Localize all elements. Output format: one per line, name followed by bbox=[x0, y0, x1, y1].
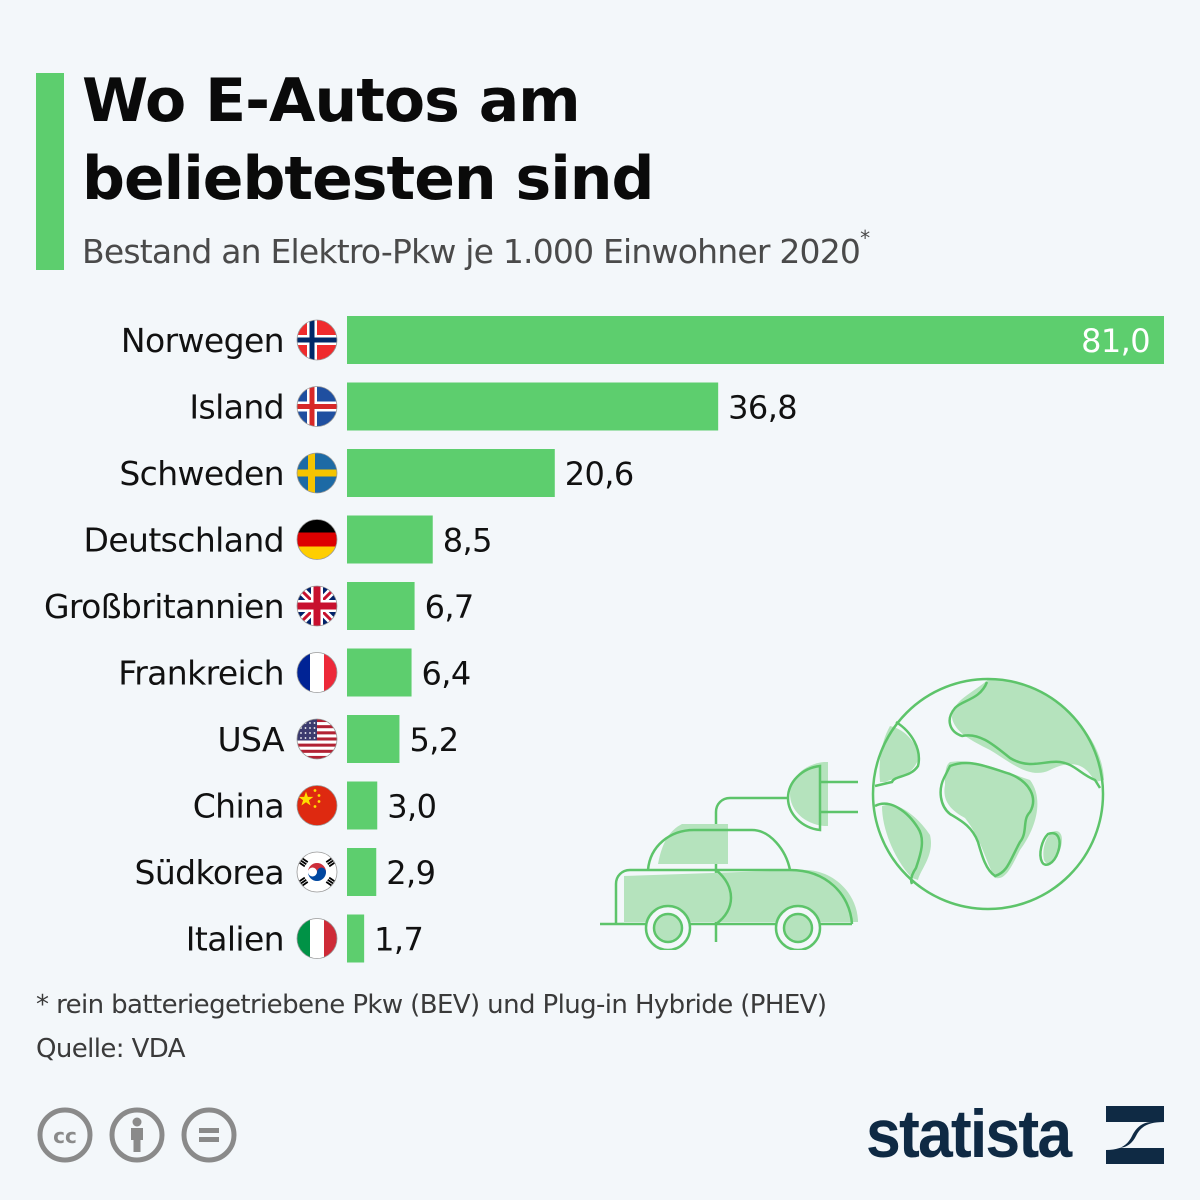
title-line-1: Wo E-Autos am bbox=[82, 66, 581, 136]
bar bbox=[347, 449, 555, 497]
italy-flag-icon bbox=[296, 918, 338, 959]
electric-car-globe-illustration bbox=[600, 677, 1105, 950]
statista-logo[interactable]: statista bbox=[866, 1096, 1164, 1172]
category-label: Frankreich bbox=[118, 654, 284, 693]
chart-row: Großbritannien 6,7 bbox=[44, 582, 474, 630]
no-derivatives-icon[interactable] bbox=[180, 1106, 238, 1164]
value-label: 36,8 bbox=[728, 389, 797, 427]
electric-car-icon bbox=[600, 824, 858, 950]
china-flag-icon bbox=[296, 785, 338, 826]
category-label: Deutschland bbox=[84, 521, 284, 560]
category-label: USA bbox=[218, 720, 286, 759]
category-label: Südkorea bbox=[134, 853, 284, 892]
value-label: 6,7 bbox=[425, 588, 474, 626]
value-label: 8,5 bbox=[443, 522, 492, 560]
value-label: 3,0 bbox=[387, 788, 436, 826]
usa-flag-icon bbox=[296, 718, 338, 760]
creative-commons-icon[interactable]: cc bbox=[36, 1106, 94, 1164]
statista-wordmark: statista bbox=[866, 1096, 1072, 1172]
value-label: 5,2 bbox=[409, 721, 458, 759]
category-label: China bbox=[193, 787, 284, 826]
value-label: 20,6 bbox=[565, 455, 634, 493]
sweden-flag-icon bbox=[296, 452, 338, 494]
iceland-flag-icon bbox=[296, 386, 338, 427]
bar bbox=[347, 515, 433, 564]
chart-row: Norwegen 81,0 bbox=[121, 316, 1164, 364]
statista-logo-icon bbox=[1106, 1106, 1164, 1164]
category-label: Island bbox=[189, 388, 284, 427]
bar bbox=[347, 316, 1164, 364]
germany-flag-icon bbox=[296, 519, 338, 560]
title-accent-bar bbox=[36, 73, 64, 270]
value-label: 1,7 bbox=[374, 921, 423, 959]
chart-title: Wo E-Autos am beliebtesten sind bbox=[82, 62, 654, 218]
bar bbox=[347, 781, 378, 830]
category-label: Norwegen bbox=[121, 321, 284, 360]
license-icons: cc bbox=[36, 1106, 238, 1164]
category-label: Italien bbox=[186, 920, 284, 959]
chart-row: USA 5,2 bbox=[218, 715, 459, 763]
bar bbox=[347, 382, 719, 431]
footnote: * rein batteriegetriebene Pkw (BEV) und … bbox=[36, 990, 827, 1020]
chart-row: Italien 1,7 bbox=[186, 914, 424, 963]
bar bbox=[347, 648, 412, 697]
chart-row: China 3,0 bbox=[193, 781, 437, 830]
uk-flag-icon bbox=[296, 585, 338, 627]
chart-row: Deutschland 8,5 bbox=[84, 515, 492, 564]
globe-icon bbox=[871, 677, 1105, 911]
category-label: Großbritannien bbox=[44, 587, 284, 626]
chart-row: Island 36,8 bbox=[189, 382, 798, 431]
category-label: Schweden bbox=[119, 454, 284, 493]
value-label: 2,9 bbox=[386, 854, 435, 892]
norway-flag-icon bbox=[296, 319, 338, 361]
title-line-2: beliebtesten sind bbox=[82, 144, 654, 214]
bar bbox=[347, 914, 365, 963]
subtitle-footnote-mark: * bbox=[860, 226, 870, 250]
value-label: 6,4 bbox=[422, 655, 471, 693]
france-flag-icon bbox=[296, 652, 338, 693]
subtitle-text: Bestand an Elektro-Pkw je 1.000 Einwohne… bbox=[82, 232, 861, 271]
attribution-icon[interactable] bbox=[108, 1106, 166, 1164]
svg-text:cc: cc bbox=[53, 1124, 77, 1148]
chart-row: Frankreich 6,4 bbox=[118, 648, 471, 697]
chart-row: Südkorea 2,9 bbox=[134, 848, 436, 896]
chart-subtitle: Bestand an Elektro-Pkw je 1.000 Einwohne… bbox=[82, 226, 870, 271]
bar bbox=[347, 582, 415, 630]
plug-icon bbox=[714, 762, 858, 942]
value-label: 81,0 bbox=[1081, 322, 1150, 360]
bar bbox=[347, 715, 400, 763]
source-note: Quelle: VDA bbox=[36, 1034, 186, 1064]
south-korea-flag-icon bbox=[296, 851, 338, 893]
chart-row: Schweden 20,6 bbox=[119, 449, 634, 497]
bar bbox=[347, 848, 377, 896]
